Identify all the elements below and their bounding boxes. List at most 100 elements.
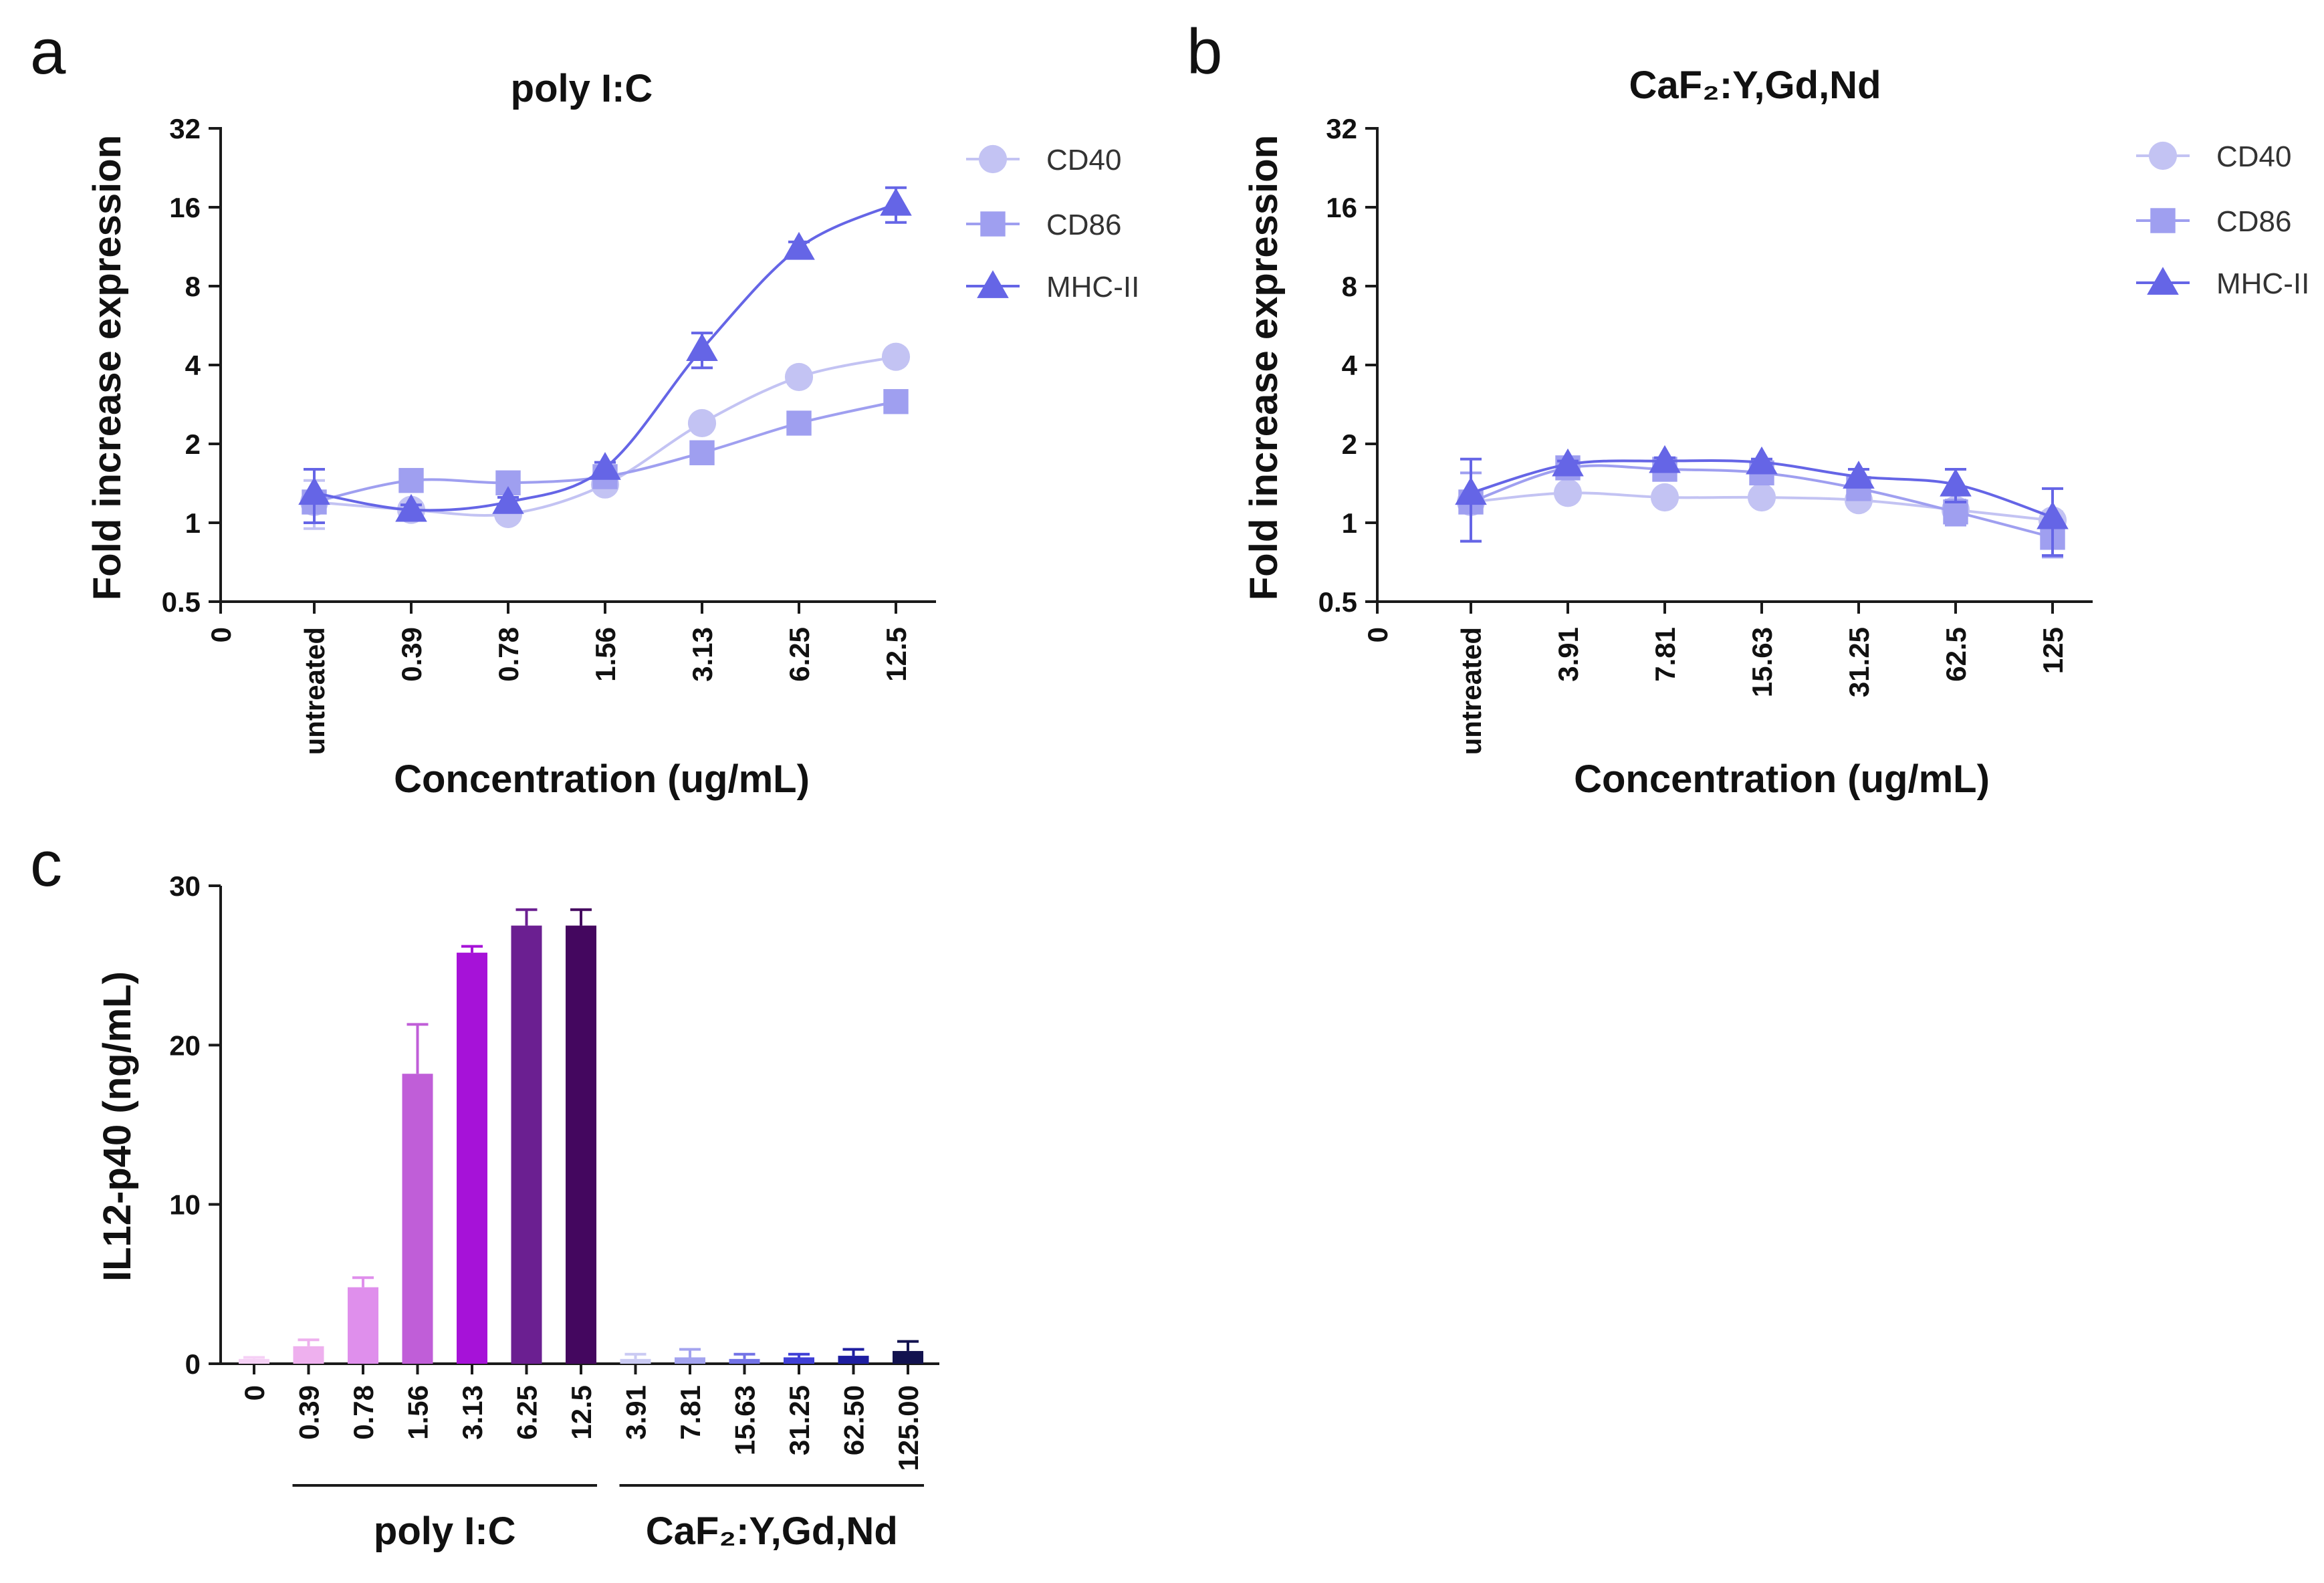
bar (838, 1356, 869, 1364)
panel-b-x-axis-label: Concentration (ug/mL) (1574, 757, 1990, 801)
data-point (1940, 468, 1972, 497)
bar (675, 1357, 705, 1364)
panel-c-letter: c (30, 828, 62, 900)
bar (457, 953, 487, 1364)
x-tick-label: 0 (239, 1385, 270, 1401)
panel-b-line-chart: b CaF₂:Y,Gd,Nd Fold increase expression … (1187, 16, 2309, 801)
panel-b-ticks: 0.5 1 2 4 8 16 32 0 untreated 3.91 7.81 15.63 31.25 6… (1318, 113, 2069, 755)
data-point (1553, 479, 1583, 507)
x-tick-label: 0.39 (396, 627, 427, 682)
bar (784, 1357, 814, 1364)
y-tick-label: 8 (185, 271, 201, 302)
x-tick-label: 3.13 (457, 1385, 488, 1440)
x-tick-label: 6.25 (784, 627, 815, 682)
legend-marker (2150, 208, 2176, 233)
bar (729, 1358, 760, 1364)
legend-item-cd40: CD40 (966, 144, 1122, 176)
data-point (1455, 477, 1487, 505)
data-point (398, 468, 424, 493)
legend-marker (2147, 267, 2179, 295)
y-tick-label: 32 (1326, 113, 1357, 144)
data-point (298, 477, 330, 505)
data-point (589, 452, 621, 480)
bar-group (729, 1352, 760, 1364)
data-point (881, 342, 911, 371)
y-tick-label: 2 (1342, 429, 1357, 460)
data-point (786, 410, 812, 436)
y-tick-label: 1 (185, 507, 201, 539)
series-mhc-ii (1455, 445, 2069, 557)
panel-a-axes (219, 127, 936, 603)
data-point (1650, 483, 1679, 512)
y-tick-label: 2 (185, 429, 201, 460)
error-bar (406, 1023, 429, 1074)
bar-group (293, 1338, 324, 1364)
series-mhc-ii (298, 186, 912, 524)
x-tick-label: 12.5 (566, 1385, 597, 1440)
panel-a-letter: a (30, 16, 66, 88)
x-tick-label: 7.81 (1649, 627, 1681, 682)
panel-a-ticks: 0.5 1 2 4 8 16 32 0 untreated 0.39 0.78 1.56 3.13 6.2… (162, 113, 912, 755)
x-tick-label: 62.5 (1940, 627, 1972, 682)
data-point (784, 362, 814, 392)
data-point (689, 440, 715, 465)
group-label: poly I:C (374, 1509, 516, 1553)
error-bar (788, 1352, 810, 1358)
panel-a-line-chart: a poly I:C Fold increase expression Conc… (30, 16, 1139, 801)
x-tick-label: 125 (2037, 627, 2069, 674)
y-tick-label: 10 (169, 1189, 201, 1221)
panel-c-bars (239, 908, 923, 1364)
panel-a-x-axis-label: Concentration (ug/mL) (394, 757, 810, 801)
group-label: CaF₂:Y,Gd,Nd (646, 1509, 898, 1553)
error-bar (733, 1352, 756, 1359)
x-tick-label: 0.78 (348, 1385, 379, 1440)
x-tick-label: 15.63 (729, 1385, 761, 1455)
legend-label: MHC-II (1046, 271, 1139, 303)
x-tick-label: 125.00 (893, 1385, 924, 1471)
error-bar (897, 1340, 919, 1351)
legend-item-mhc-ii: MHC-II (2136, 267, 2309, 300)
y-tick-label: 4 (1342, 350, 1358, 381)
x-tick-label: 62.50 (838, 1385, 870, 1455)
x-tick-label: 1.56 (402, 1385, 434, 1440)
x-tick-label: untreated (299, 627, 330, 755)
legend-label: CD40 (2216, 140, 2292, 173)
x-tick-label: 15.63 (1746, 627, 1778, 697)
bar-group (457, 945, 487, 1364)
data-point (1552, 448, 1584, 477)
error-bar (461, 945, 483, 953)
data-point (1746, 446, 1778, 475)
y-tick-label: 0.5 (1318, 586, 1357, 618)
data-point (492, 486, 524, 514)
bar-group (675, 1348, 705, 1364)
legend-marker (2148, 141, 2178, 170)
data-point (395, 493, 427, 522)
bar-group (348, 1276, 378, 1364)
y-tick-label: 16 (169, 192, 201, 223)
y-tick-label: 1 (1342, 507, 1357, 539)
data-point (1649, 445, 1681, 473)
y-tick-label: 32 (169, 113, 201, 144)
x-tick-label: 3.91 (620, 1385, 652, 1440)
bar-group (566, 908, 596, 1364)
bar-group (784, 1352, 814, 1364)
error-bar (679, 1348, 701, 1358)
legend-label: MHC-II (2216, 267, 2309, 300)
legend-label: CD40 (1046, 144, 1122, 176)
bar (620, 1358, 651, 1364)
x-tick-label: 7.81 (675, 1385, 706, 1440)
panel-b-title: CaF₂:Y,Gd,Nd (1629, 64, 1881, 107)
legend-marker (978, 144, 1008, 174)
bar (348, 1287, 378, 1364)
error-bar (515, 908, 538, 926)
x-tick-label: 0.78 (493, 627, 524, 682)
x-tick-label: 3.13 (687, 627, 718, 682)
legend-item-mhc-ii: MHC-II (966, 270, 1139, 303)
bar-group (239, 1356, 269, 1364)
bar (511, 925, 542, 1364)
bar-group (402, 1023, 433, 1364)
y-tick-label: 30 (169, 870, 201, 902)
data-point (1843, 461, 1875, 489)
y-tick-label: 8 (1342, 271, 1357, 302)
